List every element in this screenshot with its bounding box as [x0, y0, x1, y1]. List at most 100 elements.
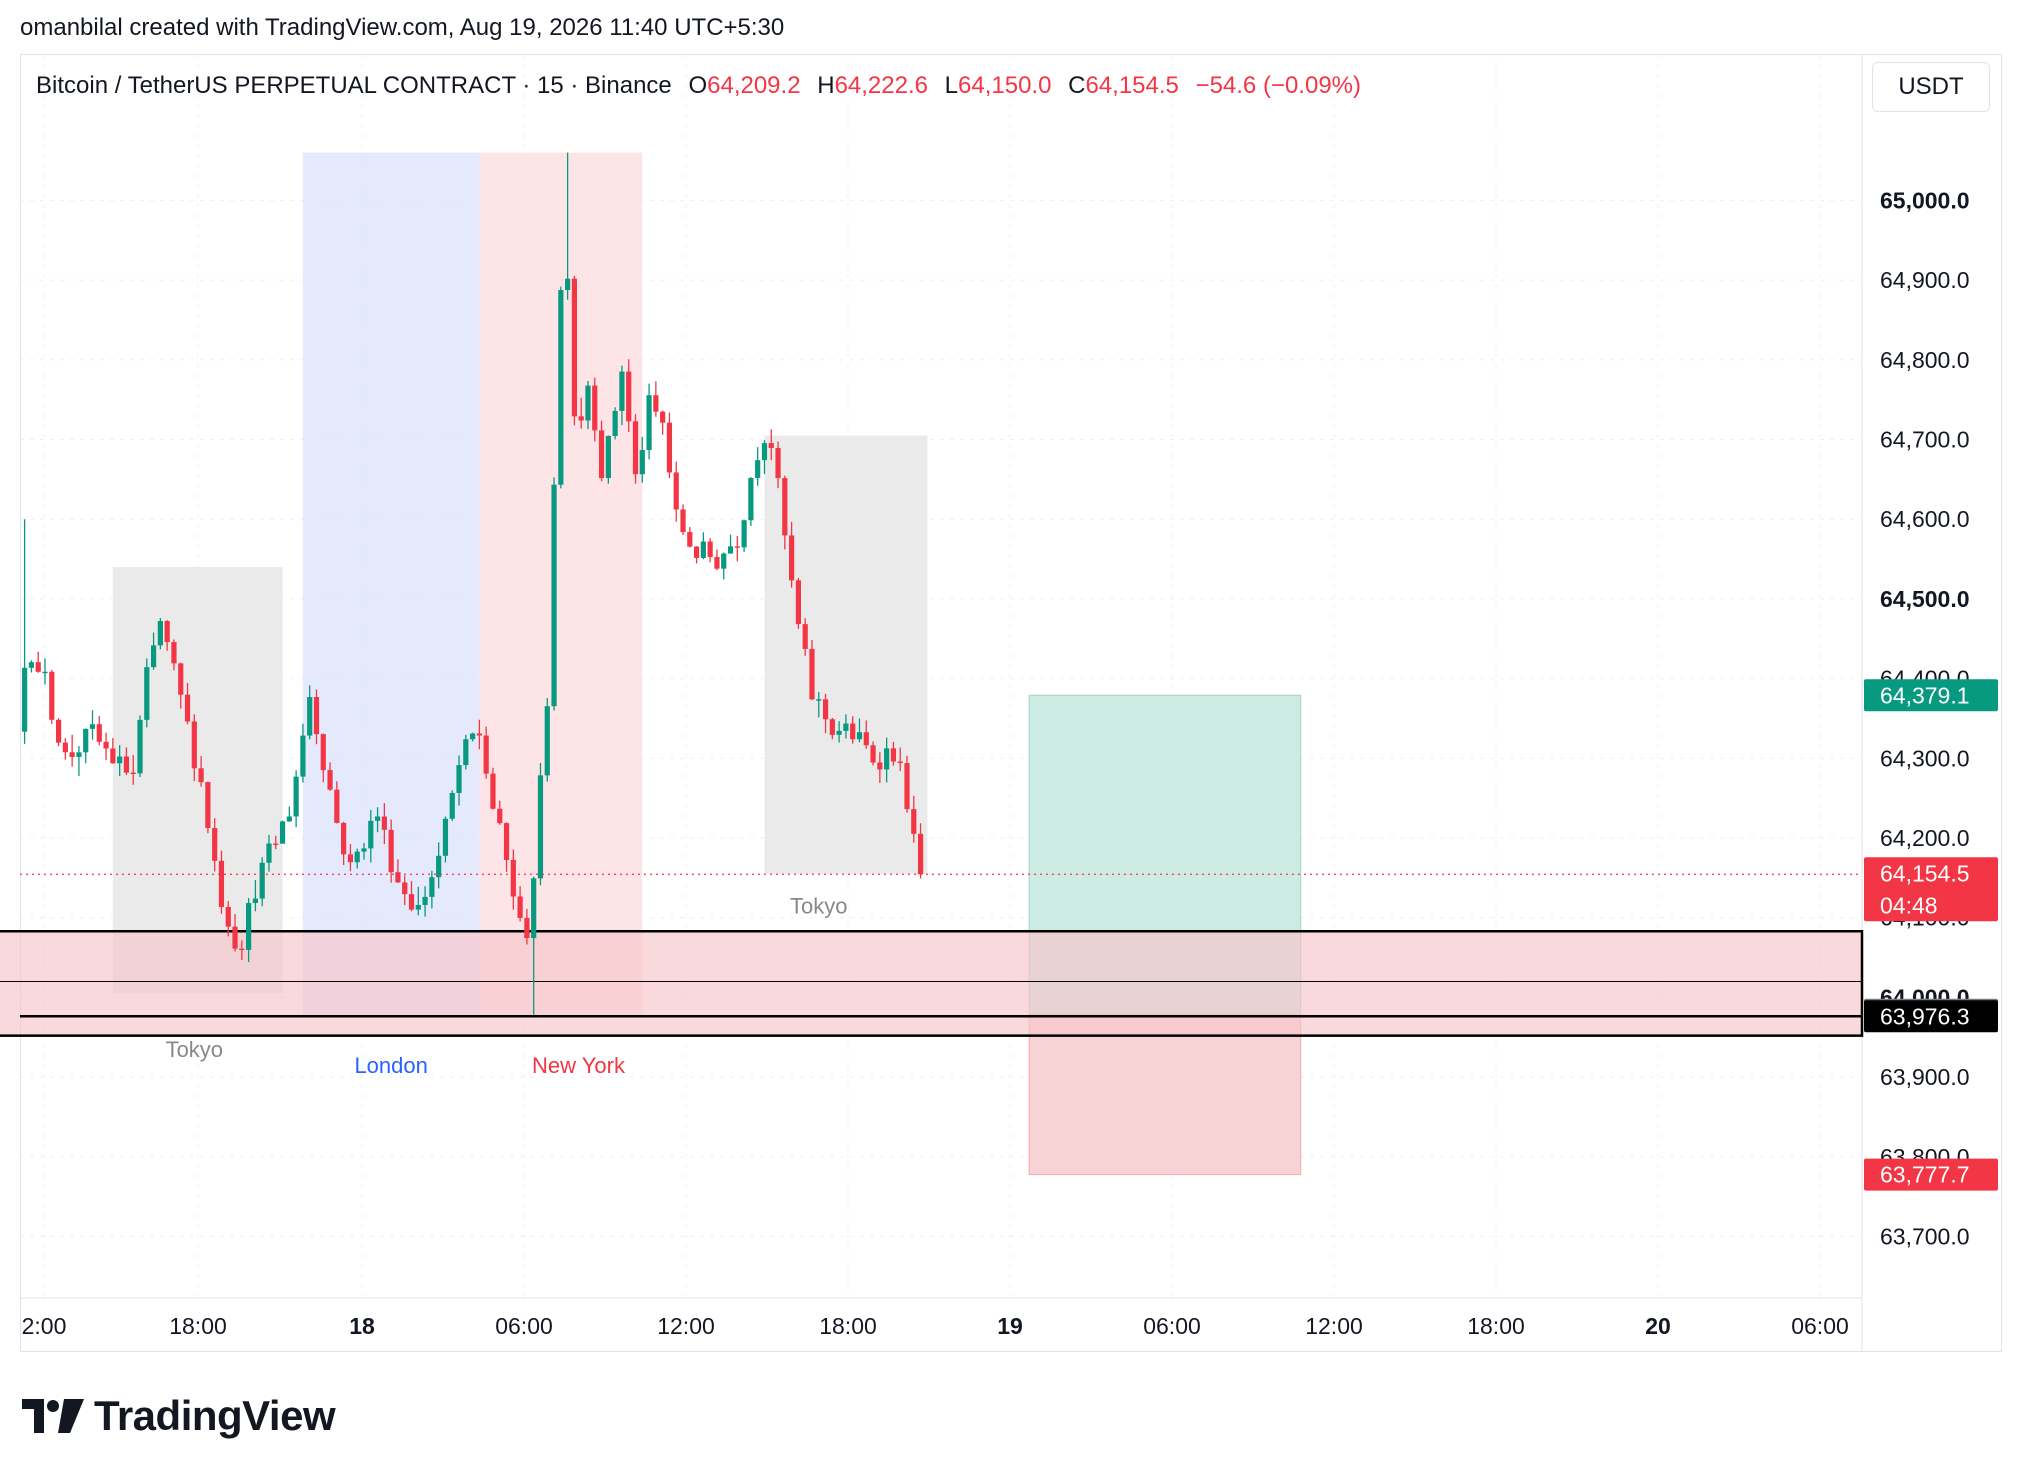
high-label: H: [817, 72, 835, 99]
candle-body: [320, 734, 326, 771]
candle-body: [184, 694, 191, 722]
candle-body: [490, 773, 496, 809]
candle-body: [673, 472, 679, 510]
time-tick-label: 2:00: [22, 1313, 67, 1339]
time-tick-label: 12:00: [1305, 1313, 1363, 1339]
price-tick-label: 64,600.0: [1880, 506, 1970, 532]
candle-body: [239, 948, 245, 951]
candle-body: [246, 903, 252, 950]
candle-body: [232, 926, 238, 949]
candle-body: [693, 546, 700, 558]
candle-body: [266, 843, 272, 863]
candle-body: [802, 624, 808, 649]
price-tag: [1864, 1000, 1998, 1033]
candle-body: [381, 816, 387, 830]
open-value: 64,209.2: [707, 72, 801, 99]
candle-body: [497, 808, 503, 824]
candle-body: [150, 645, 157, 668]
candles-layer: [22, 152, 924, 1015]
candle-body: [137, 719, 143, 774]
candle-body: [619, 371, 625, 411]
candle-body: [795, 580, 801, 625]
candle-body: [741, 520, 747, 548]
candle-body: [178, 663, 184, 695]
price-axis[interactable]: 65,000.0 64,900.0 64,800.0 64,700.0 64,600.0…: [1864, 187, 1998, 1250]
candle-body: [531, 878, 537, 939]
time-tick-label: 18:00: [819, 1313, 877, 1339]
price-tick-label: 63,900.0: [1880, 1064, 1970, 1090]
candle-body: [571, 278, 578, 417]
candle-body: [578, 416, 584, 421]
low-label: L: [944, 72, 959, 99]
session-labels-layer: Tokyo London New York Tokyo: [166, 894, 848, 1078]
high-value: 64,222.6: [834, 72, 928, 99]
session-box-london: [302, 152, 480, 1015]
candle-body: [843, 723, 849, 731]
candle-body: [334, 789, 340, 823]
candle-body: [191, 721, 197, 769]
candle-body: [551, 484, 557, 707]
candle-body: [687, 532, 693, 547]
price-tick-label: 64,800.0: [1880, 347, 1970, 373]
price-tag-label: 63,976.3: [1880, 1003, 1970, 1029]
symbol-title[interactable]: Bitcoin / TetherUS PERPETUAL CONTRACT · …: [36, 72, 672, 99]
candle-body: [212, 828, 218, 861]
time-tick-label: 19: [997, 1313, 1023, 1339]
candle-body: [524, 917, 530, 939]
candle-body: [470, 733, 476, 740]
candle-body: [822, 699, 829, 720]
candle-body: [130, 772, 136, 774]
candle-body: [374, 816, 381, 821]
currency-button[interactable]: USDT: [1872, 62, 1990, 112]
price-tag: [1864, 1158, 1998, 1191]
candle-body: [904, 763, 910, 810]
candle-body: [782, 478, 788, 536]
price-tick-label: 64,200.0: [1880, 825, 1970, 851]
price-chart[interactable]: Tokyo London New York Tokyo 65,000.0 64,900.…: [0, 0, 2018, 1360]
tradingview-logo-text: TradingView: [94, 1392, 336, 1439]
symbol-legend: Bitcoin / TetherUS PERPETUAL CONTRACT · …: [36, 72, 1361, 100]
price-tag-label: 64,379.1: [1880, 682, 1970, 708]
candle-body: [748, 477, 754, 521]
candle-body: [442, 818, 449, 856]
candle-body: [171, 642, 177, 664]
candle-body: [626, 371, 632, 422]
candle-body: [300, 735, 306, 777]
candle-body: [768, 443, 774, 449]
tradingview-logo[interactable]: TradingView: [22, 1392, 336, 1440]
candle-body: [402, 882, 408, 895]
candle-body: [144, 667, 150, 720]
candle-body: [96, 724, 102, 742]
candle-body: [89, 724, 96, 729]
candle-body: [856, 732, 863, 740]
time-axis[interactable]: 2:00 18:00 18 06:00 12:00 18:00 19 06:00 12:00 18…: [22, 1313, 1849, 1339]
candle-body: [429, 877, 435, 897]
candle-body: [829, 719, 835, 735]
candle-body: [816, 699, 822, 701]
candle-body: [510, 859, 516, 897]
candle-body: [755, 460, 761, 478]
candle-body: [117, 756, 123, 764]
candle-body: [69, 752, 75, 757]
candle-body: [734, 546, 740, 548]
session-box-newyork: [479, 152, 643, 1015]
candle-body: [62, 742, 68, 753]
price-tag-label: 63,777.7: [1880, 1162, 1970, 1188]
candle-body: [341, 822, 347, 855]
candle-body: [775, 448, 781, 479]
time-tick-label: 06:00: [1791, 1313, 1849, 1339]
candle-body: [259, 862, 265, 899]
close-label: C: [1068, 72, 1086, 99]
candle-body: [707, 541, 713, 558]
candle-body: [503, 823, 510, 860]
candle-body: [456, 765, 462, 793]
candle-body: [544, 706, 550, 776]
candle-body: [395, 872, 401, 883]
candle-body: [850, 723, 856, 740]
candle-body: [917, 833, 924, 875]
candle-body: [598, 430, 605, 479]
price-tag-label: 64,154.5: [1880, 860, 1970, 886]
candle-body: [76, 752, 82, 757]
chart-frame: [20, 54, 2002, 1352]
candle-body: [42, 671, 48, 674]
